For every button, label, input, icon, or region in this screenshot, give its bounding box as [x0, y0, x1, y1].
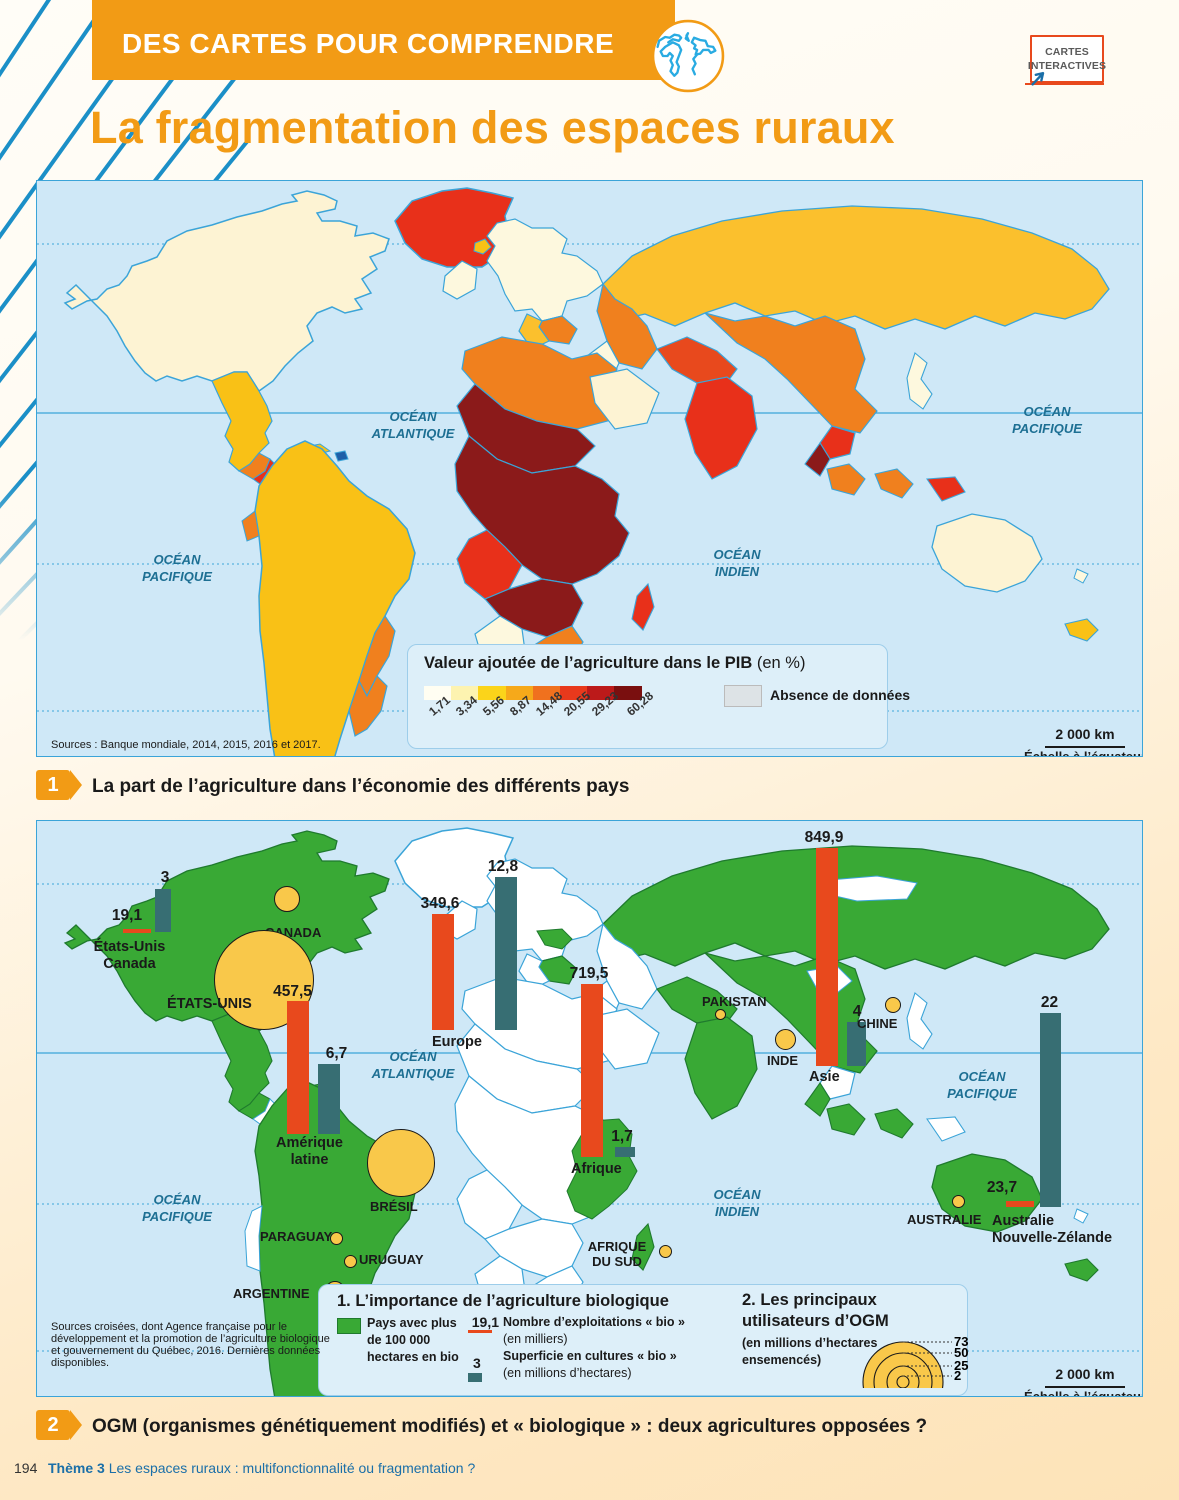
svg-text:ATLANTIQUE: ATLANTIQUE	[371, 1066, 455, 1081]
svg-text:OCÉAN: OCÉAN	[154, 552, 202, 567]
svg-text:OCÉAN: OCÉAN	[390, 1049, 438, 1064]
svg-text:INDIEN: INDIEN	[715, 564, 760, 579]
svg-text:OCÉAN: OCÉAN	[390, 409, 438, 424]
svg-text:PACIFIQUE: PACIFIQUE	[1012, 421, 1082, 436]
svg-text:OCÉAN: OCÉAN	[714, 547, 762, 562]
svg-text:2: 2	[954, 1368, 961, 1383]
svg-text:OCÉAN: OCÉAN	[714, 1187, 762, 1202]
svg-text:PACIFIQUE: PACIFIQUE	[947, 1086, 1017, 1101]
svg-text:PACIFIQUE: PACIFIQUE	[142, 1209, 212, 1224]
svg-text:OCÉAN: OCÉAN	[1024, 404, 1072, 419]
svg-text:OCÉAN: OCÉAN	[959, 1069, 1007, 1084]
svg-text:ATLANTIQUE: ATLANTIQUE	[371, 426, 455, 441]
svg-text:OCÉAN: OCÉAN	[154, 1192, 202, 1207]
svg-text:INDIEN: INDIEN	[715, 1204, 760, 1219]
svg-text:PACIFIQUE: PACIFIQUE	[142, 569, 212, 584]
